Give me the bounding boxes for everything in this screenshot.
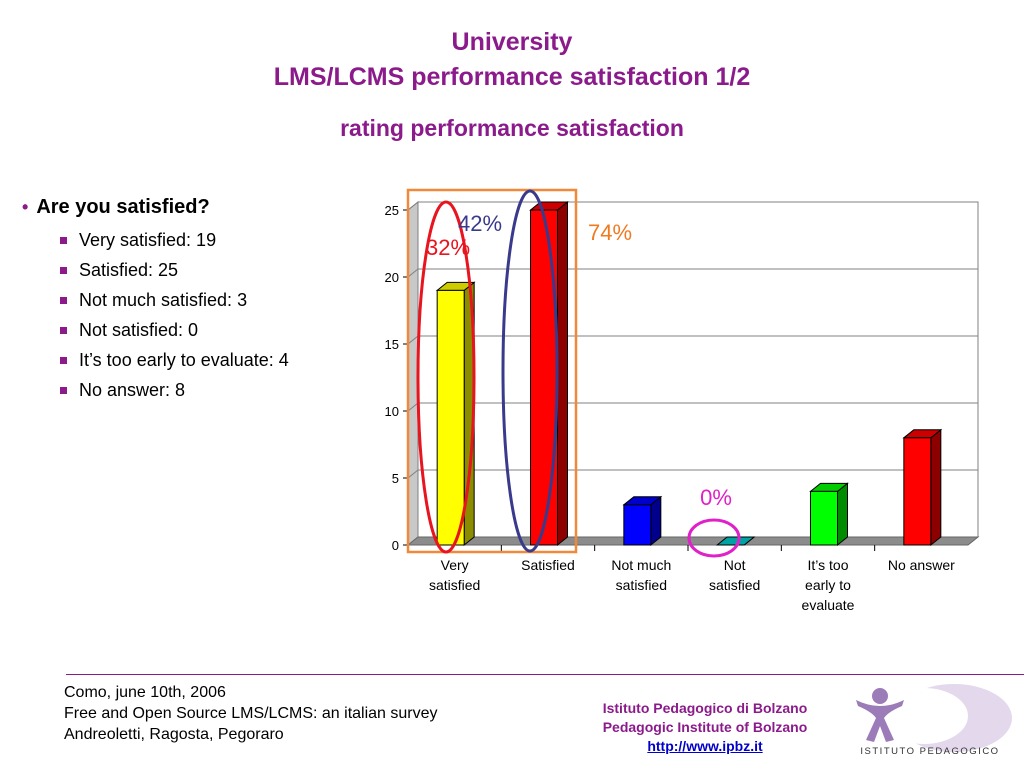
institute-link[interactable]: http://www.ipbz.it	[647, 738, 763, 754]
highlight-ellipse-magenta	[687, 518, 741, 558]
bar-front	[436, 289, 465, 546]
sub-bullet-list: Very satisfied: 19 Satisfied: 25 Not muc…	[22, 225, 357, 405]
main-bullet: • Are you satisfied?	[22, 193, 357, 221]
sub-bullet: No answer: 8	[60, 375, 357, 405]
x-tick-label: No answer	[888, 557, 955, 573]
bar-front	[903, 437, 932, 546]
bar	[809, 482, 849, 547]
sub-bullet-text: Not satisfied: 0	[79, 320, 199, 340]
square-bullet-icon	[60, 356, 67, 364]
institute-name-en: Pedagogic Institute of Bolzano	[602, 719, 808, 735]
bar-front	[530, 209, 558, 546]
bar-front	[810, 490, 838, 546]
y-tick-label: 5	[392, 471, 399, 486]
bar-side	[837, 482, 848, 547]
sub-bullet-text: Not much satisfied: 3	[79, 290, 248, 310]
institute-name-it: Istituto Pedagogico di Bolzano	[602, 700, 808, 716]
percent-annotation: 0%	[700, 485, 732, 510]
main-bullet-text: Are you satisfied?	[36, 196, 210, 218]
footer-authors: Andreoletti, Ragosta, Pegoraro	[64, 726, 284, 743]
bar	[435, 281, 476, 547]
x-tick-label: Not satisfied	[709, 557, 760, 593]
sub-bullet: It’s too early to evaluate: 4	[60, 345, 357, 375]
y-tick-label: 20	[385, 270, 399, 285]
percent-annotation: 32%	[426, 235, 470, 260]
footer-left: Como, june 10th, 2006 Free and Open Sour…	[64, 682, 438, 745]
gridline-side	[407, 268, 419, 278]
x-tick-label: Very satisfied	[429, 557, 480, 593]
bar	[902, 428, 943, 547]
plot-side-wall	[407, 200, 419, 547]
bar	[715, 536, 756, 546]
sub-bullet: Satisfied: 25	[60, 255, 357, 285]
footer-divider	[66, 674, 1024, 675]
plot-floor	[406, 536, 980, 546]
y-tick-label: 15	[385, 337, 399, 352]
square-bullet-icon	[60, 266, 67, 274]
title-line-1: University	[451, 28, 573, 56]
sub-bullet: Very satisfied: 19	[60, 225, 357, 255]
x-tick-label: It’s too early to evaluate	[802, 557, 855, 613]
gridline-side	[407, 469, 419, 479]
bar-side	[930, 428, 942, 547]
footer-date: Como, june 10th, 2006	[64, 684, 226, 701]
footer-talk-title: Free and Open Source LMS/LCMS: an italia…	[64, 705, 438, 722]
institute-logo: ISTITUTO PEDAGOGICO	[856, 684, 1012, 757]
percent-annotation: 74%	[588, 220, 632, 245]
gridline-side	[407, 201, 419, 211]
y-tick-label: 0	[392, 538, 399, 553]
y-tick-label: 25	[385, 203, 399, 218]
percent-annotation: 42%	[458, 211, 502, 236]
square-bullet-icon	[60, 326, 67, 334]
bar-side	[557, 200, 568, 547]
sub-bullet: Not satisfied: 0	[60, 315, 357, 345]
x-tick-label: Not much satisfied	[611, 557, 671, 593]
sub-bullet: Not much satisfied: 3	[60, 285, 357, 315]
x-tick-label: Satisfied	[521, 557, 575, 573]
square-bullet-icon	[60, 386, 67, 394]
bar-top	[715, 536, 756, 546]
sub-bullet-text: No answer: 8	[79, 380, 186, 400]
bullet-list: • Are you satisfied? Very satisfied: 19 …	[22, 193, 357, 405]
sub-bullet-text: Satisfied: 25	[79, 260, 179, 280]
gridline-side	[407, 402, 419, 412]
bullet-dot-icon: •	[22, 197, 29, 217]
sub-bullet-text: It’s too early to evaluate: 4	[79, 350, 289, 370]
highlight-ellipse-red	[416, 200, 476, 554]
sub-bullet-text: Very satisfied: 19	[79, 230, 217, 250]
gridline-side	[407, 335, 419, 345]
bar-chart: 0 5 10 15 20 25 Very satisfied Satisfied Not much…	[385, 188, 980, 613]
y-tick-label: 10	[385, 404, 399, 419]
square-bullet-icon	[60, 296, 67, 304]
subtitle: rating performance satisfaction	[340, 115, 684, 141]
logo-text: ISTITUTO PEDAGOGICO	[860, 746, 999, 757]
title-line-2: LMS/LCMS performance satisfaction 1/2	[273, 63, 751, 91]
highlight-box-orange	[406, 188, 578, 554]
bar-front	[623, 504, 652, 546]
square-bullet-icon	[60, 236, 67, 244]
highlight-ellipse-blue	[501, 189, 559, 553]
footer-institute: Istituto Pedagogico di Bolzano Pedagogic…	[565, 699, 845, 756]
bar	[622, 495, 663, 547]
